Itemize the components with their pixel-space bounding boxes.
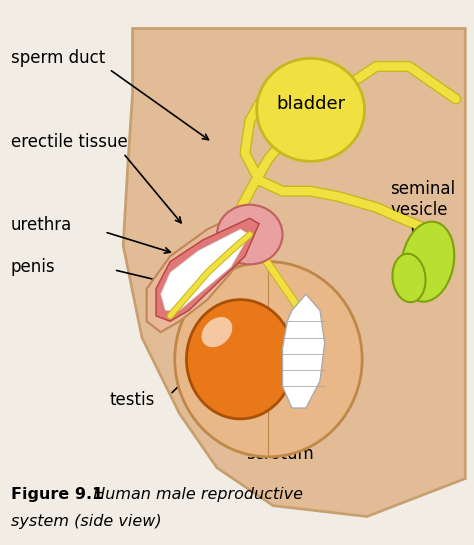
Polygon shape [156,219,259,322]
Ellipse shape [392,253,426,302]
Text: urethra: urethra [11,216,72,234]
Text: bladder: bladder [276,95,345,113]
Text: erectile tissue: erectile tissue [11,134,128,152]
Text: testis: testis [109,391,155,409]
Text: sperm duct: sperm duct [11,49,105,68]
Text: penis: penis [11,258,55,276]
Text: seminal
vesicle: seminal vesicle [390,180,456,219]
Text: system (side view): system (side view) [11,514,161,529]
Ellipse shape [257,58,365,161]
Polygon shape [161,229,250,311]
Polygon shape [283,294,325,408]
Ellipse shape [201,317,232,347]
Polygon shape [146,208,264,332]
Polygon shape [123,28,465,517]
Ellipse shape [175,262,362,457]
Ellipse shape [401,222,454,302]
Text: Human male reproductive: Human male reproductive [83,487,303,502]
Text: Figure 9.1: Figure 9.1 [11,487,103,502]
Ellipse shape [186,300,294,419]
Text: scrotum: scrotum [246,445,314,463]
Ellipse shape [217,205,283,264]
